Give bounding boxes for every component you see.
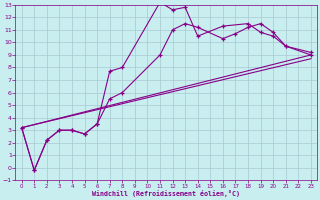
X-axis label: Windchill (Refroidissement éolien,°C): Windchill (Refroidissement éolien,°C) — [92, 190, 240, 197]
